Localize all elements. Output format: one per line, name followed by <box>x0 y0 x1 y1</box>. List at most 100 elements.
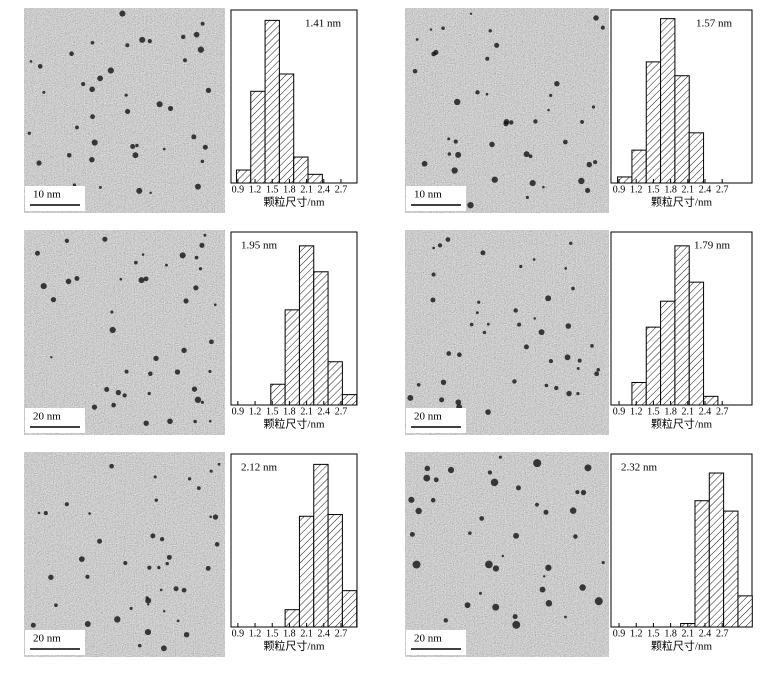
particle <box>27 131 31 135</box>
particle <box>512 620 521 629</box>
particle <box>136 187 143 194</box>
bar <box>313 463 329 628</box>
particle <box>200 400 204 404</box>
x-tick-label: 1.5 <box>266 628 279 639</box>
particle <box>165 561 169 566</box>
particle <box>576 367 580 370</box>
bar <box>645 61 662 184</box>
particle <box>149 191 152 195</box>
particle <box>109 463 114 469</box>
particle <box>102 236 108 242</box>
particle <box>78 556 85 562</box>
particle <box>107 67 114 74</box>
x-tick-label: 1.8 <box>664 406 677 417</box>
particle <box>145 596 149 600</box>
particle <box>525 195 529 200</box>
particle <box>467 201 474 209</box>
particle <box>479 516 485 521</box>
particle <box>431 272 436 277</box>
particle <box>455 151 462 158</box>
particle <box>421 160 428 167</box>
particle <box>593 15 599 21</box>
bar <box>284 609 300 628</box>
particle <box>200 21 205 26</box>
x-tick-label: 1.5 <box>647 184 660 195</box>
scale-bar-box <box>25 408 85 433</box>
particle <box>532 258 536 261</box>
particle <box>533 459 542 468</box>
particle <box>533 119 538 124</box>
scale-bar-label: 20 nm <box>33 411 61 423</box>
particle <box>65 278 72 285</box>
particle <box>517 322 522 327</box>
particle <box>110 310 114 314</box>
annotation: 2.12 nm <box>241 462 278 474</box>
particle <box>412 560 421 569</box>
particle <box>424 465 431 472</box>
particle <box>564 615 567 619</box>
x-tick-label: 1.2 <box>630 628 643 639</box>
x-tick-label: 2.1 <box>300 406 313 417</box>
particle <box>529 180 536 187</box>
particle <box>548 359 554 364</box>
particle <box>469 12 473 16</box>
bar <box>617 176 633 184</box>
particle <box>430 497 436 503</box>
x-tick-label: 1.2 <box>630 184 643 195</box>
particle <box>89 86 95 93</box>
x-tick-label: 1.8 <box>283 184 296 195</box>
bar <box>264 19 280 184</box>
x-axis-label: 颗粒尺寸/nm <box>651 195 713 209</box>
particle <box>447 137 451 141</box>
particle <box>179 252 186 259</box>
particle <box>174 369 181 375</box>
particle <box>571 286 575 291</box>
scale-bar-box <box>406 186 466 211</box>
particle <box>37 511 41 515</box>
particle <box>132 152 139 159</box>
bar <box>327 514 343 628</box>
particle <box>124 93 128 97</box>
particle <box>98 185 102 189</box>
particle <box>181 347 187 354</box>
particle <box>137 643 142 648</box>
particle <box>84 620 91 627</box>
scale-bar-box <box>25 186 85 211</box>
particle <box>475 90 480 95</box>
particle <box>542 185 545 189</box>
particle <box>37 64 43 69</box>
particle <box>205 565 211 571</box>
x-axis-label: 颗粒尺寸/nm <box>263 639 325 653</box>
particle <box>208 369 212 374</box>
particle <box>441 26 445 30</box>
x-tick-label: 1.5 <box>647 628 660 639</box>
bar <box>688 132 705 184</box>
particle <box>64 238 70 243</box>
particle <box>490 478 499 487</box>
particle <box>523 151 530 158</box>
x-tick-label: 0.9 <box>232 628 245 639</box>
particle <box>528 154 533 159</box>
x-tick-label: 2.4 <box>318 406 331 417</box>
particle <box>593 160 598 165</box>
particle <box>477 300 481 304</box>
particle <box>475 311 479 315</box>
particle <box>407 395 414 401</box>
particle <box>139 36 146 43</box>
bar <box>298 245 315 406</box>
particle <box>491 176 498 183</box>
particle <box>586 161 592 168</box>
particle <box>447 152 452 156</box>
particle <box>519 264 523 269</box>
x-tick-label: 1.5 <box>647 406 660 417</box>
particle <box>50 296 57 303</box>
particle <box>147 39 152 44</box>
particle <box>180 34 186 40</box>
particle <box>443 618 448 623</box>
particle <box>591 105 596 109</box>
bar <box>660 300 676 406</box>
particle <box>198 267 203 271</box>
particle <box>166 554 172 560</box>
x-tick-label: 1.8 <box>283 628 296 639</box>
particle <box>42 90 46 94</box>
